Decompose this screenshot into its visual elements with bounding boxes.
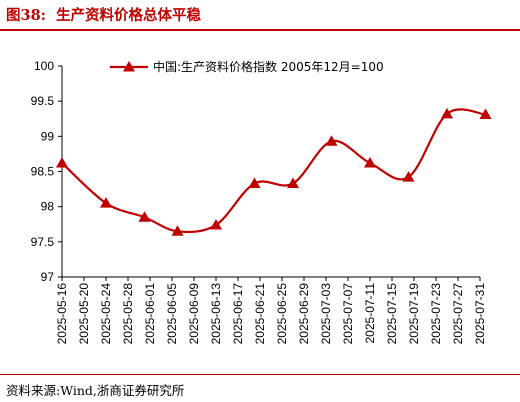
legend-marker (123, 61, 135, 72)
figure-number: 图38: (6, 7, 47, 24)
x-tick-label: 2025-06-05 (165, 283, 179, 345)
y-tick-label: 97 (41, 270, 55, 284)
x-tick-label: 2025-06-01 (143, 283, 157, 345)
x-tick-label: 2025-07-03 (319, 283, 333, 345)
data-point-marker (325, 135, 338, 146)
x-tick-label: 2025-05-28 (121, 283, 135, 345)
x-tick-label: 2025-07-23 (429, 283, 443, 345)
x-tick-label: 2025-06-21 (253, 283, 267, 345)
x-tick-label: 2025-06-29 (297, 283, 311, 345)
series-line (61, 108, 486, 234)
x-tick-label: 2025-06-25 (275, 283, 289, 345)
x-tick-label: 2025-07-19 (407, 283, 421, 345)
data-point-marker (56, 157, 68, 168)
x-tick-label: 2025-05-16 (55, 283, 69, 345)
data-point-marker (364, 157, 376, 168)
figure-title-text: 生产资料价格总体平稳 (56, 7, 202, 24)
legend-label: 中国:生产资料价格指数 2005年12月=100 (153, 59, 384, 74)
source-note: 资料来源:Wind,浙商证券研究所 (6, 383, 185, 398)
data-point-marker (479, 108, 492, 120)
data-point-marker (248, 177, 261, 188)
x-tick-label: 2025-05-20 (77, 283, 91, 345)
data-point-marker (402, 171, 415, 182)
x-tick-label: 2025-06-17 (231, 283, 245, 345)
data-point-marker (138, 211, 151, 222)
y-tick-label: 100 (34, 59, 54, 73)
x-tick-label: 2025-07-15 (385, 283, 399, 345)
title-rule (0, 29, 520, 31)
x-tick-label: 2025-05-24 (99, 283, 113, 345)
data-point-marker (210, 218, 222, 230)
x-tick-label: 2025-06-13 (209, 283, 223, 345)
y-tick-label: 99.5 (31, 94, 55, 108)
data-point-marker (171, 225, 184, 236)
y-tick-label: 97.5 (31, 235, 55, 249)
y-tick-label: 98 (41, 200, 55, 214)
x-tick-label: 2025-07-31 (473, 283, 487, 345)
data-point-marker (287, 177, 299, 188)
figure-title: 图38: 生产资料价格总体平稳 (6, 4, 201, 25)
x-tick-label: 2025-06-09 (187, 283, 201, 345)
data-point-marker (100, 197, 112, 208)
source-rule (0, 374, 520, 375)
y-tick-label: 98.5 (31, 165, 55, 179)
x-tick-label: 2025-07-07 (341, 283, 355, 345)
data-point-marker (441, 107, 453, 119)
y-tick-label: 99 (41, 129, 55, 143)
x-tick-label: 2025-07-27 (451, 283, 465, 345)
x-tick-label: 2025-07-11 (363, 283, 377, 344)
